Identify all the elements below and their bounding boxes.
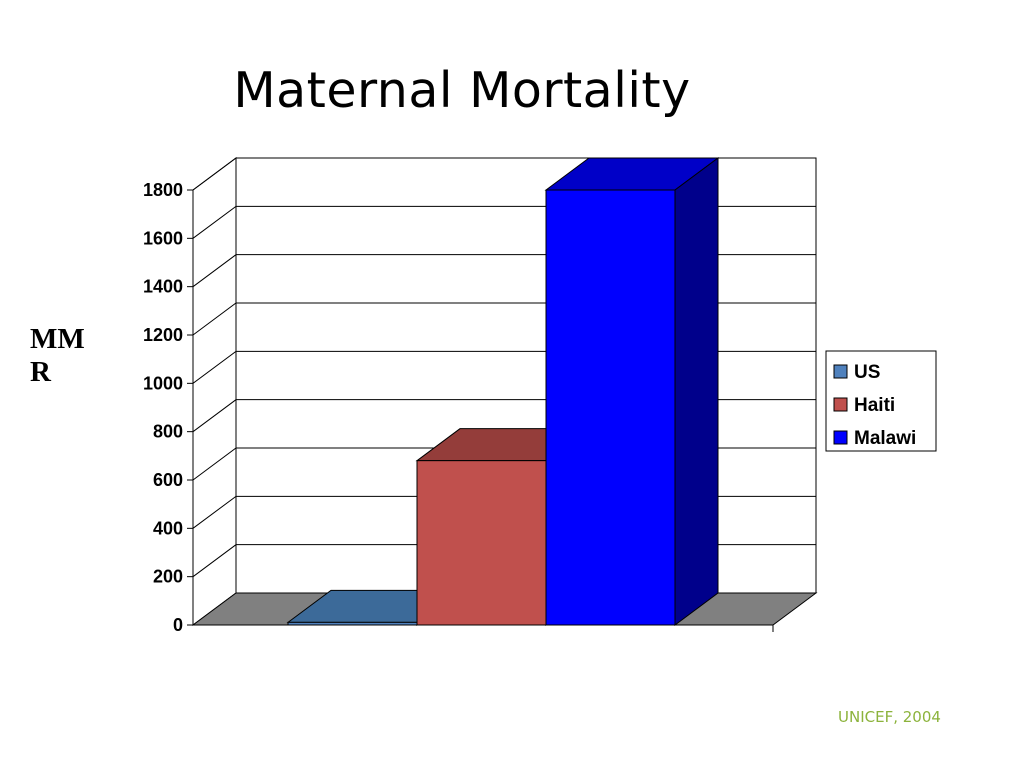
bar-malawi (545, 189, 676, 626)
y-tick-label: 1000 (143, 373, 183, 393)
y-tick-label: 200 (153, 567, 183, 587)
chart-bars (286, 157, 720, 626)
y-tick-label: 1200 (143, 325, 183, 345)
y-axis-title-line-1: MM (30, 323, 85, 355)
legend-label-us: US (854, 362, 880, 383)
legend-label-malawi: Malawi (854, 428, 916, 449)
legend-swatch-haiti (833, 397, 848, 412)
bar-malawi-side (674, 157, 719, 626)
source-note: UNICEF, 2004 (838, 708, 941, 726)
chart-axes (187, 189, 774, 632)
y-axis-title: MM R (30, 323, 100, 389)
y-tick-label: 1400 (143, 277, 183, 297)
y-axis-title-line-2: R (30, 356, 51, 388)
chart-legend: US Haiti Malawi (825, 350, 937, 452)
side-wall (192, 157, 237, 626)
legend-swatch-us (833, 364, 848, 379)
y-tick-label: 1800 (143, 180, 183, 200)
chart-tick-labels: 0 200 400 600 800 1000 1200 1400 1600 1800 (143, 180, 183, 635)
y-tick-label: 0 (173, 615, 183, 635)
slide-title: Maternal Mortality (233, 62, 691, 119)
y-tick-label: 1600 (143, 228, 183, 248)
y-tick-label: 800 (153, 422, 183, 442)
y-tick-label: 400 (153, 518, 183, 538)
legend-swatch-malawi (833, 430, 848, 445)
y-tick-label: 600 (153, 470, 183, 490)
legend-label-haiti: Haiti (854, 395, 895, 416)
bar-haiti (416, 460, 547, 626)
